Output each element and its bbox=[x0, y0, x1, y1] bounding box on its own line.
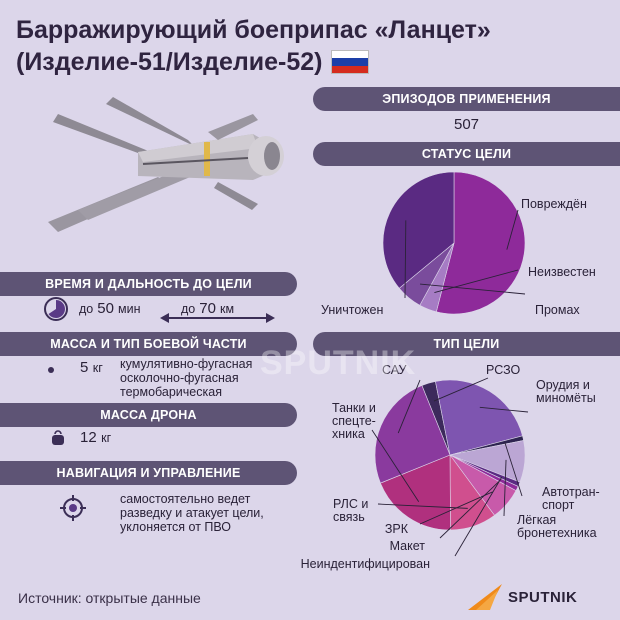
pie-label-неизвестен: Неизвестен bbox=[528, 265, 596, 279]
range-arrow-icon bbox=[160, 313, 275, 323]
pie-label-сау: САУ bbox=[382, 363, 407, 377]
pie-label-макет: Макет bbox=[390, 539, 426, 553]
range-value: до 70 км bbox=[181, 300, 235, 317]
pie-label-орудия-и-минометы: Орудия и миномёты bbox=[536, 378, 596, 405]
leader-line-уничтожен bbox=[404, 220, 407, 299]
title-line-1: Барражирующий боеприпас «Ланцет» bbox=[16, 16, 491, 44]
episodes-header: ЭПИЗОДОВ ПРИМЕНЕНИЯ bbox=[313, 87, 620, 111]
warhead-mass: 5 кг bbox=[80, 359, 103, 376]
drone-mass-header: МАССА ДРОНА bbox=[0, 403, 297, 427]
drone-mass-value: 12 кг bbox=[80, 429, 112, 446]
pie-slice-сау bbox=[374, 385, 451, 484]
leader-line-лёгкая-бронетехника bbox=[503, 459, 507, 517]
sputnik-logo-icon bbox=[468, 584, 502, 610]
pie-slice-орудия-и-минометы bbox=[435, 379, 523, 456]
pie-slice-танки-и-спецтехника bbox=[380, 454, 451, 531]
sputnik-logo: SPUTNIK bbox=[468, 584, 577, 610]
leader-line-неиндентифицирован bbox=[454, 476, 503, 557]
leader-line-рсзо bbox=[433, 377, 489, 402]
pie-label-промах: Промах bbox=[535, 303, 580, 317]
navigation-header: НАВИГАЦИЯ И УПРАВЛЕНИЕ bbox=[0, 461, 297, 485]
pie-label-танки-и-спецтехника: Танки и спецте-хника bbox=[332, 401, 376, 441]
leader-line-автотранспорт bbox=[504, 442, 523, 497]
pie-slice-уничтожен bbox=[382, 171, 455, 289]
pie-label-автотранспорт: Автотран-спорт bbox=[542, 485, 600, 512]
episodes-value: 507 bbox=[453, 116, 480, 133]
pie-label-уничтожен: Уничтожен bbox=[321, 303, 383, 317]
leader-line-неизвестен bbox=[434, 269, 519, 293]
pie-label-рлс-и-связь: РЛС и связь bbox=[333, 497, 368, 524]
warhead-dot-icon bbox=[48, 367, 54, 373]
target-status-header: СТАТУС ЦЕЛИ bbox=[313, 142, 620, 166]
pie-label-зрк: ЗРК bbox=[385, 522, 409, 536]
warhead-header: МАССА И ТИП БОЕВОЙ ЧАСТИ bbox=[0, 332, 297, 356]
russia-flag-icon bbox=[330, 50, 369, 74]
clock-icon bbox=[44, 297, 68, 321]
leader-line-орудия-и-минометы bbox=[479, 406, 529, 413]
source-note: Источник: открытые данные bbox=[18, 590, 201, 606]
page-title: Барражирующий боеприпас «Ланцет» (Издели… bbox=[16, 14, 616, 78]
pie-label-неиндентифицирован: Неиндентифицирован bbox=[301, 557, 430, 571]
warhead-types: кумулятивно-фугасная осколочно-фугасная … bbox=[120, 357, 253, 399]
leader-line-повреждён bbox=[506, 209, 519, 250]
watermark: SPUTNIK bbox=[260, 344, 417, 382]
drone-illustration bbox=[48, 97, 284, 232]
pie-slice-повреждён bbox=[435, 171, 526, 315]
pie-label-повреждён: Повреждён bbox=[521, 197, 587, 211]
target-status-pie-chart: Повреждён Неизвестен Промах Уничтожен bbox=[321, 171, 596, 317]
weight-icon bbox=[52, 430, 64, 445]
leader-line-рлс-и-связь bbox=[377, 503, 468, 509]
navigation-text: самостоятельно ведет разведку и атакует … bbox=[120, 492, 264, 534]
time-value: до 50 мин bbox=[79, 300, 141, 317]
pie-label-рсзо: РСЗО bbox=[486, 363, 520, 377]
leader-line-сау bbox=[397, 379, 421, 434]
pie-label-лёгкая-бронетехника: Лёгкая бронетехника bbox=[517, 513, 597, 540]
leader-line-макет bbox=[439, 479, 501, 539]
title-line-2: (Изделие-51/Изделие-52) bbox=[16, 48, 323, 76]
leader-line-танки-и-спецтехника bbox=[371, 429, 420, 502]
crosshair-icon bbox=[60, 495, 86, 521]
target-type-pie-chart: РСЗО Орудия и миномёты Автотран-спортЛёгкая… bbox=[301, 363, 600, 571]
leader-line-промах bbox=[420, 283, 526, 295]
target-type-header: ТИП ЦЕЛИ bbox=[313, 332, 620, 356]
time-range-header: ВРЕМЯ И ДАЛЬНОСТЬ ДО ЦЕЛИ bbox=[0, 272, 297, 296]
